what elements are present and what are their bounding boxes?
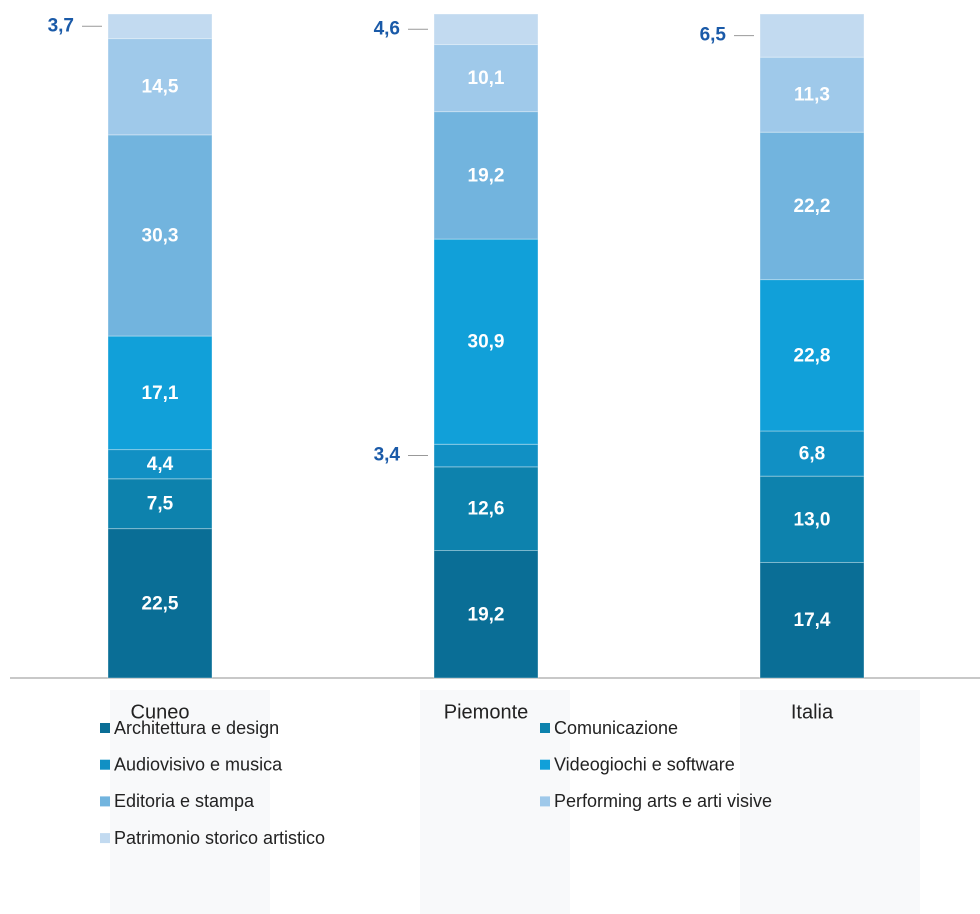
legend-label: Performing arts e arti visive bbox=[554, 791, 772, 811]
legend-swatch bbox=[100, 723, 110, 733]
bar-segment bbox=[759, 279, 865, 432]
x-tick-label: Piemonte bbox=[444, 701, 529, 723]
bar-segment bbox=[107, 449, 213, 480]
data-label: 22,5 bbox=[142, 593, 179, 614]
data-label: 14,5 bbox=[142, 77, 179, 98]
x-tick-label: Italia bbox=[791, 701, 834, 723]
bar-segment bbox=[433, 44, 539, 113]
data-label: 13,0 bbox=[794, 509, 831, 530]
legend-swatch bbox=[540, 759, 550, 770]
data-label: 6,5 bbox=[700, 25, 727, 46]
data-label: 22,2 bbox=[794, 196, 831, 217]
legend-swatch bbox=[100, 759, 110, 770]
data-label: 4,4 bbox=[147, 454, 174, 475]
x-tick-label: Cuneo bbox=[131, 701, 190, 723]
legend-label: Architettura e design bbox=[114, 718, 279, 738]
bar-segment bbox=[433, 443, 539, 468]
data-label: 12,6 bbox=[468, 499, 505, 520]
bar-segment bbox=[107, 38, 213, 136]
legend-swatch bbox=[100, 796, 110, 807]
legend-swatch bbox=[100, 833, 110, 844]
legend-swatch bbox=[540, 796, 550, 807]
bar-segment bbox=[107, 134, 213, 337]
data-label: 4,6 bbox=[374, 18, 400, 39]
data-label: 11,3 bbox=[794, 85, 830, 106]
bar-segment bbox=[759, 56, 865, 133]
bar-segment bbox=[759, 430, 865, 477]
legend-label: Videogiochi e software bbox=[554, 754, 735, 774]
data-label: 22,8 bbox=[794, 345, 831, 366]
legend-label: Editoria e stampa bbox=[114, 791, 255, 811]
legend-label: Comunicazione bbox=[554, 718, 678, 738]
bar-segment bbox=[759, 13, 865, 58]
bar-segment bbox=[433, 550, 539, 679]
bar-segment bbox=[433, 238, 539, 445]
legend-label: Audiovisivo e musica bbox=[114, 754, 283, 774]
data-label: 17,4 bbox=[794, 610, 831, 631]
data-label: 7,5 bbox=[147, 494, 174, 515]
bar-segment bbox=[107, 335, 213, 451]
bar-segment bbox=[107, 13, 213, 40]
bar-segment bbox=[433, 111, 539, 240]
bar-segment bbox=[759, 561, 865, 679]
data-label: 30,9 bbox=[468, 332, 505, 353]
data-label: 19,2 bbox=[468, 604, 505, 625]
data-label: 3,7 bbox=[48, 15, 74, 36]
data-label: 17,1 bbox=[142, 383, 179, 404]
data-label: 10,1 bbox=[468, 68, 505, 89]
bar-segment bbox=[759, 475, 865, 563]
legend-label: Patrimonio storico artistico bbox=[114, 828, 325, 848]
data-label: 19,2 bbox=[468, 165, 505, 186]
bar-segment bbox=[107, 478, 213, 530]
bar-segment bbox=[433, 13, 539, 46]
legend-swatch bbox=[540, 723, 550, 733]
data-label: 30,3 bbox=[142, 225, 179, 246]
data-label: 6,8 bbox=[799, 444, 825, 465]
data-label: 3,4 bbox=[374, 445, 401, 466]
